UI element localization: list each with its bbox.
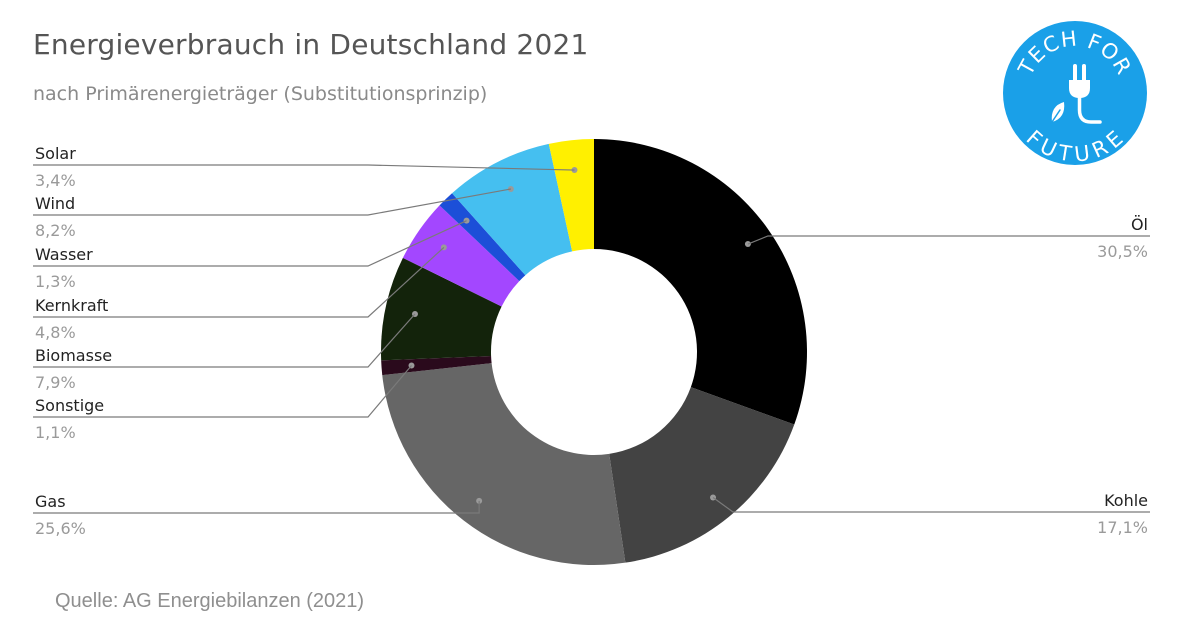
- leader-line-wasser: [33, 220, 467, 267]
- label-name-kohle: Kohle: [1104, 491, 1148, 510]
- leader-line-sonstige: [33, 365, 412, 418]
- label-name-sonstige: Sonstige: [35, 396, 104, 415]
- label-value-wasser: 1,3%: [35, 272, 76, 291]
- label-name-oel: Öl: [1131, 215, 1148, 234]
- source-note: Quelle: AG Energiebilanzen (2021): [55, 590, 365, 612]
- label-name-biomasse: Biomasse: [35, 346, 112, 365]
- label-value-kernkraft: 4,8%: [35, 323, 76, 342]
- plug-leaf-icon: [1051, 64, 1102, 124]
- slice-kernkraft: [402, 205, 520, 307]
- label-value-solar: 3,4%: [35, 171, 76, 190]
- leader-line-solar: [33, 164, 575, 171]
- label-name-wasser: Wasser: [35, 245, 93, 264]
- label-group: Öl 30,5% Kohle 17,1% Gas 25,6% Sonstige 1,1% Bio…: [35, 144, 1148, 538]
- leader-line-biomasse: [33, 313, 416, 368]
- slice-kohle: [609, 387, 795, 563]
- label-value-oel: 30,5%: [1097, 242, 1148, 261]
- leader-line-kernkraft: [33, 246, 445, 318]
- label-value-biomasse: 7,9%: [35, 373, 76, 392]
- leader-line-oel: [747, 235, 1150, 245]
- label-name-kernkraft: Kernkraft: [35, 296, 108, 315]
- tech-for-future-logo: TECH FOR FUTURE: [1003, 21, 1147, 167]
- leader-line-gas: [33, 500, 480, 514]
- slice-biomasse: [381, 257, 502, 361]
- slice-wind: [452, 143, 573, 276]
- label-value-sonstige: 1,1%: [35, 423, 76, 442]
- slice-group: [381, 139, 807, 565]
- label-name-gas: Gas: [35, 492, 66, 511]
- leader-line-wind: [33, 188, 511, 216]
- label-value-gas: 25,6%: [35, 519, 86, 538]
- slice-sonstige: [381, 356, 492, 376]
- slice-solar: [548, 139, 594, 252]
- label-name-solar: Solar: [35, 144, 76, 163]
- slice-gas: [382, 363, 626, 565]
- label-value-wind: 8,2%: [35, 221, 76, 240]
- chart-subtitle: nach Primärenergieträger (Substitutionsp…: [33, 83, 488, 105]
- label-value-kohle: 17,1%: [1097, 518, 1148, 537]
- chart-title: Energieverbrauch in Deutschland 2021: [33, 28, 589, 61]
- label-name-wind: Wind: [35, 194, 75, 213]
- slice-wasser: [439, 193, 526, 282]
- leader-line-kohle: [712, 497, 1150, 513]
- slice-oel: [594, 139, 807, 425]
- leader-line-group: [33, 164, 1150, 514]
